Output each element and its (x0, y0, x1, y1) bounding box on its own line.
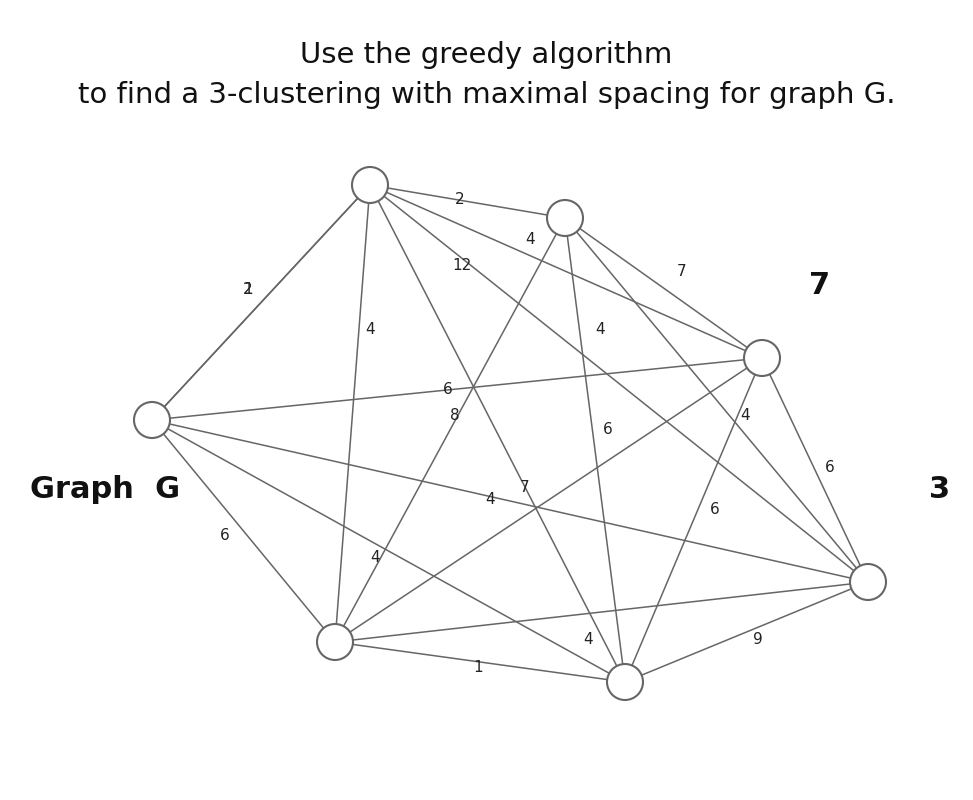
Circle shape (850, 564, 886, 600)
Text: 7: 7 (677, 265, 687, 279)
Circle shape (317, 624, 353, 660)
Circle shape (607, 664, 643, 700)
Text: 9: 9 (753, 633, 763, 647)
Circle shape (134, 402, 170, 438)
Circle shape (744, 340, 780, 376)
Text: 1: 1 (473, 661, 483, 675)
Text: 3: 3 (929, 475, 951, 505)
Text: 2: 2 (455, 193, 465, 207)
Text: 6: 6 (220, 527, 230, 542)
Text: Use the greedy algorithm: Use the greedy algorithm (301, 41, 672, 69)
Text: 4: 4 (583, 633, 593, 647)
Text: 6: 6 (603, 422, 613, 438)
Text: 6: 6 (710, 502, 720, 518)
Text: 6: 6 (443, 382, 452, 398)
Text: to find a 3-clustering with maximal spacing for graph G.: to find a 3-clustering with maximal spac… (78, 81, 895, 109)
Text: 7: 7 (810, 270, 831, 299)
Text: 4: 4 (740, 407, 750, 422)
Circle shape (352, 167, 388, 203)
Text: 4: 4 (486, 493, 495, 507)
Text: 4: 4 (365, 322, 375, 338)
Text: 8: 8 (450, 407, 460, 422)
Text: 2: 2 (243, 282, 253, 298)
Text: 4: 4 (595, 322, 605, 338)
Circle shape (547, 200, 583, 236)
Text: 6: 6 (825, 461, 835, 475)
Text: 4: 4 (525, 233, 535, 247)
Text: 1: 1 (243, 282, 253, 298)
Text: 4: 4 (370, 550, 379, 566)
Text: Graph  G: Graph G (30, 475, 180, 505)
Text: 7: 7 (521, 481, 530, 495)
Text: 12: 12 (452, 258, 472, 273)
